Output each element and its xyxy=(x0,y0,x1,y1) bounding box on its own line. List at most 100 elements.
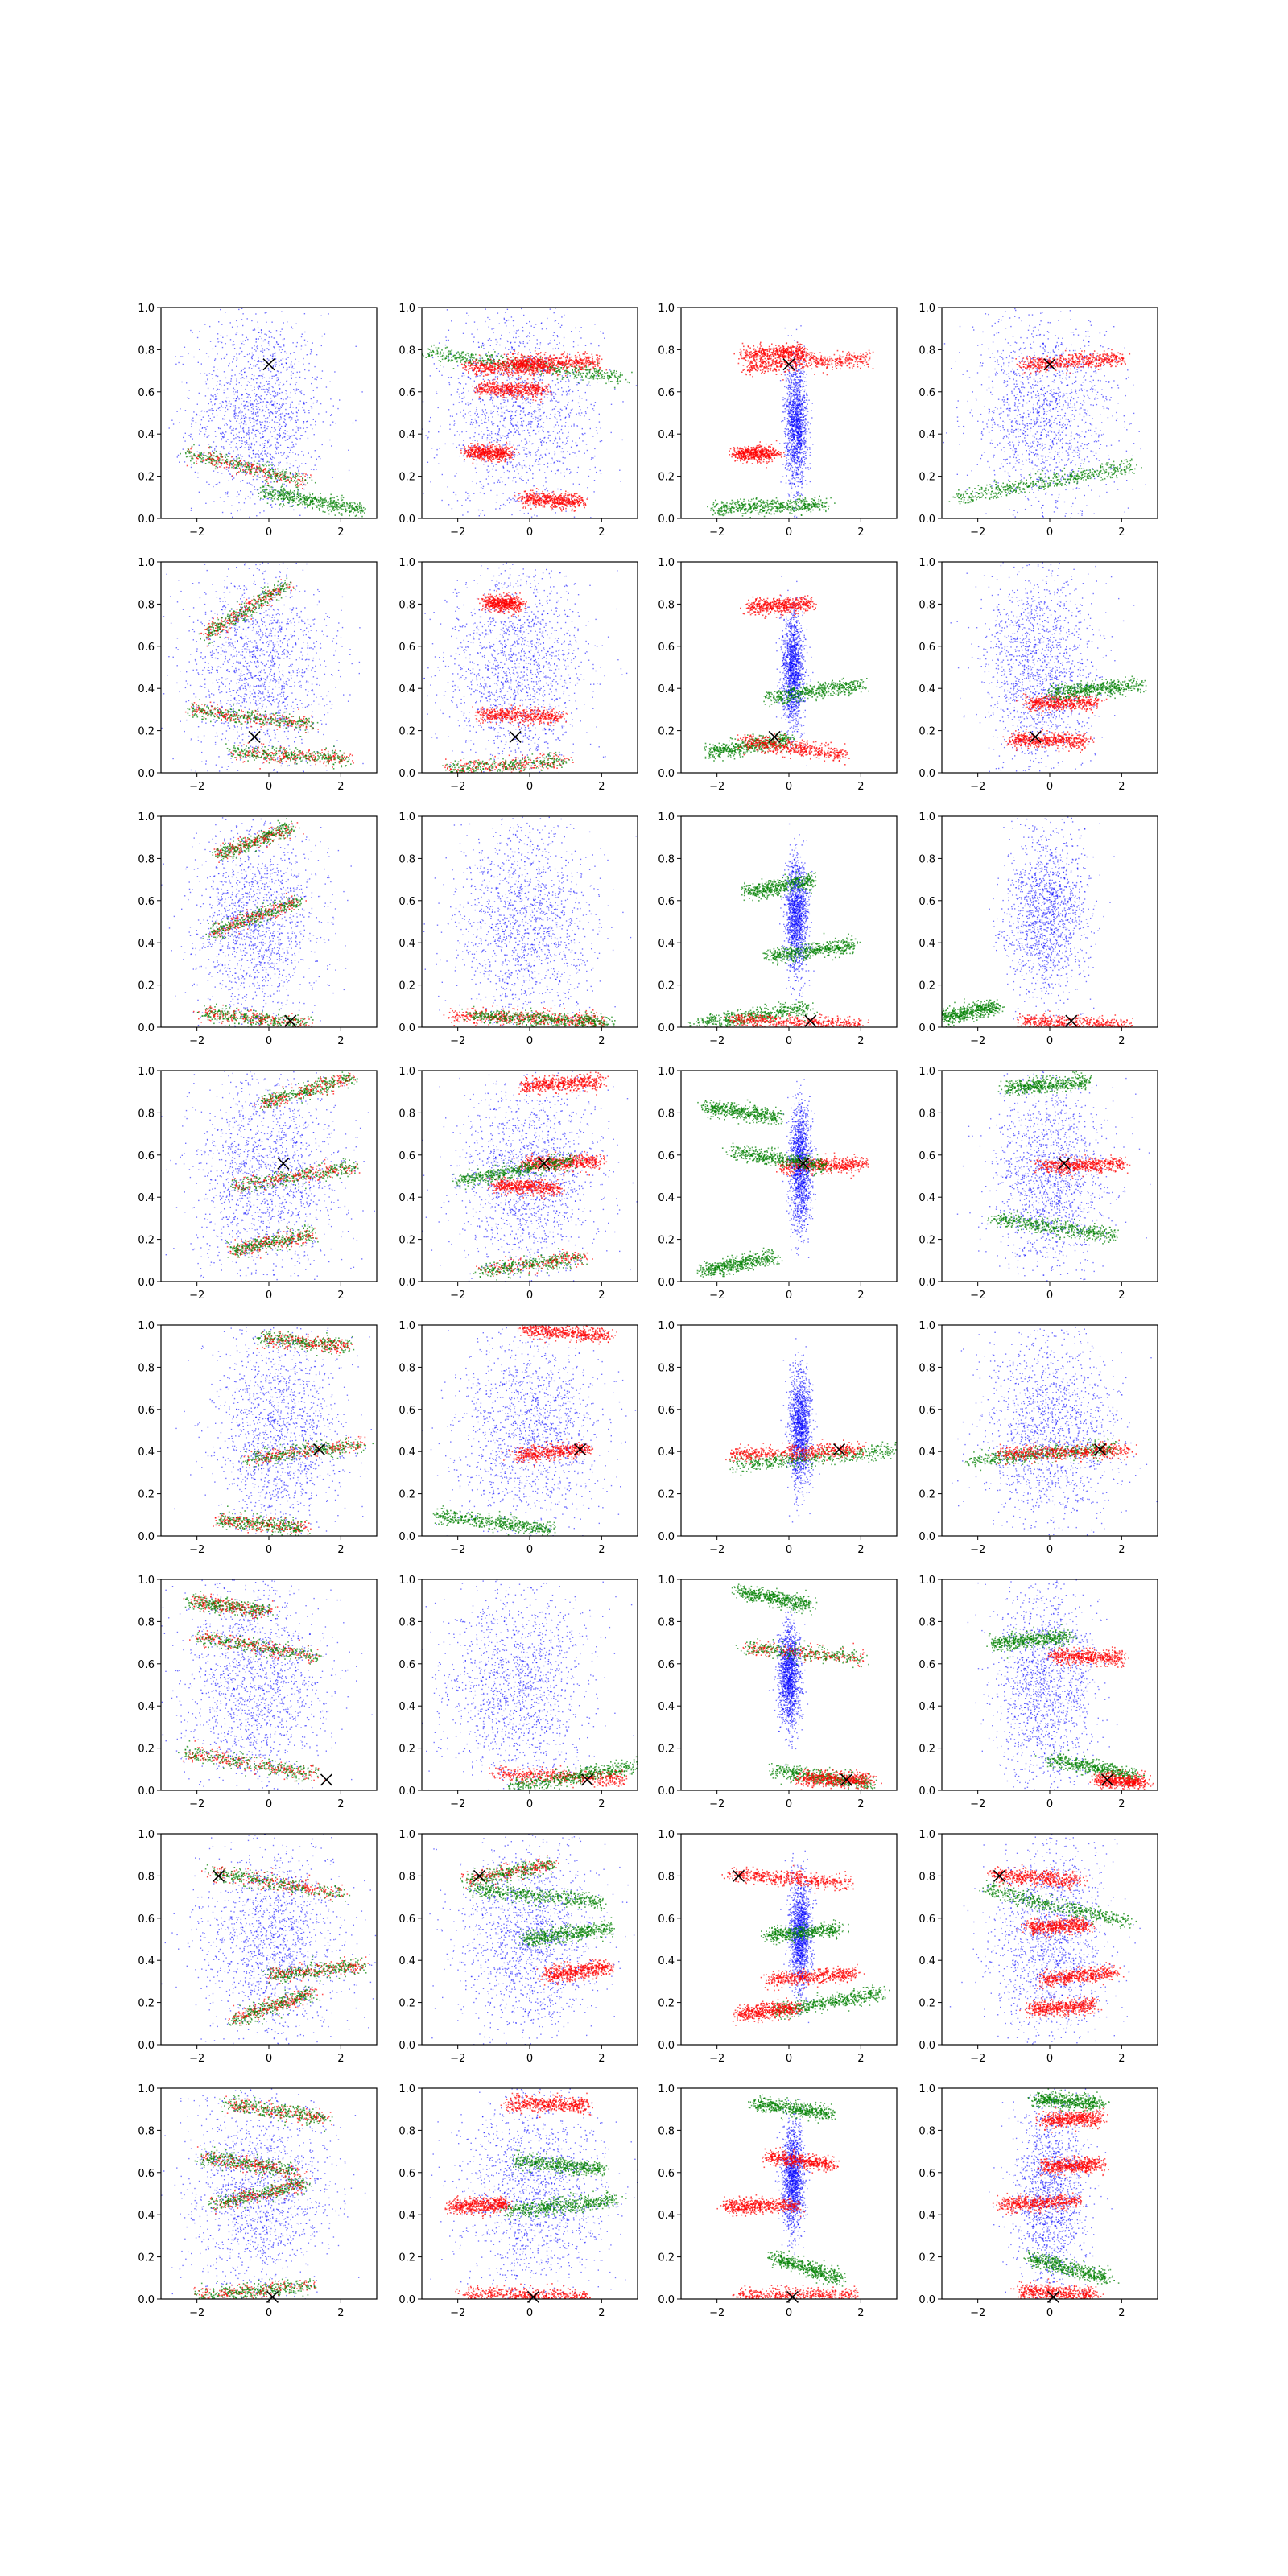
x-tick-label: −2 xyxy=(189,2053,204,2065)
x-tick-label: −2 xyxy=(709,1035,724,1047)
y-tick-label: 0.6 xyxy=(658,1405,675,1417)
y-tick-label: 0.8 xyxy=(138,1362,155,1374)
x-tick-label: 0 xyxy=(1046,1798,1053,1810)
y-tick-label: 0.4 xyxy=(658,938,675,950)
y-tick-label: 0.0 xyxy=(398,1022,415,1034)
y-tick-label: 0.6 xyxy=(138,1150,155,1162)
y-tick-label: 0.2 xyxy=(398,472,415,484)
y-tick-label: 0.8 xyxy=(919,599,935,611)
y-tick-label: 0.8 xyxy=(398,1871,415,1883)
y-tick-label: 0.6 xyxy=(658,387,675,399)
y-tick-label: 0.6 xyxy=(138,387,155,399)
x-tick-label: 2 xyxy=(598,1035,605,1047)
y-tick-label: 0.2 xyxy=(398,1744,415,1756)
x-tick-label: 2 xyxy=(857,1290,864,1302)
y-tick-label: 0.2 xyxy=(398,1489,415,1501)
y-tick-label: 0.0 xyxy=(398,2040,415,2052)
y-tick-label: 0.4 xyxy=(138,938,155,950)
x-tick-label: 0 xyxy=(786,2307,792,2319)
y-tick-label: 0.2 xyxy=(398,1235,415,1247)
x-tick-label: 2 xyxy=(598,1798,605,1810)
y-tick-label: 1.0 xyxy=(919,1320,935,1332)
y-tick-label: 0.0 xyxy=(138,1531,155,1543)
x-tick-label: 0 xyxy=(786,1035,792,1047)
x-tick-label: −2 xyxy=(189,1544,204,1556)
x-tick-label: 2 xyxy=(857,526,864,539)
y-tick-label: 0.2 xyxy=(138,980,155,993)
y-tick-label: 0.4 xyxy=(138,2210,155,2222)
y-tick-label: 0.4 xyxy=(919,683,935,696)
y-tick-label: 0.8 xyxy=(398,345,415,357)
y-tick-label: 0.0 xyxy=(138,1277,155,1289)
y-tick-label: 0.4 xyxy=(919,938,935,950)
y-tick-label: 0.2 xyxy=(398,2252,415,2264)
y-tick-label: 0.6 xyxy=(398,642,415,654)
x-tick-label: 0 xyxy=(786,1544,792,1556)
y-tick-label: 0.8 xyxy=(138,1108,155,1120)
y-tick-label: 0.8 xyxy=(398,2125,415,2137)
x-tick-label: 0 xyxy=(526,1544,533,1556)
x-tick-label: 2 xyxy=(337,1290,344,1302)
y-tick-label: 0.4 xyxy=(138,429,155,441)
y-tick-label: 0.6 xyxy=(398,387,415,399)
y-tick-label: 0.8 xyxy=(658,853,675,865)
y-tick-label: 0.2 xyxy=(658,472,675,484)
x-tick-label: 0 xyxy=(526,1798,533,1810)
y-tick-label: 0.4 xyxy=(138,1955,155,1967)
y-tick-label: 0.8 xyxy=(138,1871,155,1883)
x-tick-label: −2 xyxy=(189,2307,204,2319)
x-tick-label: −2 xyxy=(970,1035,985,1047)
y-tick-label: 0.2 xyxy=(398,726,415,738)
y-tick-label: 0.4 xyxy=(658,1955,675,1967)
y-tick-label: 0.6 xyxy=(919,1405,935,1417)
x-tick-label: 2 xyxy=(1118,1544,1125,1556)
y-tick-label: 0.8 xyxy=(919,853,935,865)
y-tick-label: 1.0 xyxy=(658,1829,675,1841)
y-tick-label: 0.6 xyxy=(138,1405,155,1417)
y-tick-label: 0.6 xyxy=(398,2168,415,2180)
y-tick-label: 1.0 xyxy=(658,1575,675,1587)
y-tick-label: 1.0 xyxy=(919,811,935,824)
y-tick-label: 0.4 xyxy=(658,1447,675,1459)
y-tick-label: 0.4 xyxy=(398,938,415,950)
y-tick-label: 0.2 xyxy=(658,980,675,993)
y-tick-label: 1.0 xyxy=(398,1575,415,1587)
y-tick-label: 0.0 xyxy=(919,1022,935,1034)
y-tick-label: 0.4 xyxy=(398,1192,415,1204)
y-tick-label: 0.0 xyxy=(658,2040,675,2052)
y-tick-label: 0.4 xyxy=(658,1192,675,1204)
y-tick-label: 0.2 xyxy=(919,2252,935,2264)
y-tick-label: 0.6 xyxy=(919,642,935,654)
y-tick-label: 0.2 xyxy=(658,2252,675,2264)
y-tick-label: 0.8 xyxy=(138,345,155,357)
y-tick-label: 0.4 xyxy=(919,1955,935,1967)
y-tick-label: 0.4 xyxy=(398,1701,415,1713)
y-tick-label: 0.6 xyxy=(658,1659,675,1671)
x-tick-label: −2 xyxy=(450,2307,465,2319)
x-tick-label: 2 xyxy=(337,2053,344,2065)
x-tick-label: 0 xyxy=(1046,2307,1053,2319)
y-tick-label: 0.0 xyxy=(138,1022,155,1034)
y-tick-label: 0.6 xyxy=(919,1659,935,1671)
y-tick-label: 1.0 xyxy=(398,1320,415,1332)
y-tick-label: 0.4 xyxy=(398,1955,415,1967)
y-tick-label: 0.8 xyxy=(398,853,415,865)
y-tick-label: 1.0 xyxy=(138,1066,155,1078)
y-tick-label: 1.0 xyxy=(919,303,935,315)
y-tick-label: 0.4 xyxy=(398,2210,415,2222)
y-tick-label: 0.0 xyxy=(658,1785,675,1798)
y-tick-label: 1.0 xyxy=(138,557,155,569)
y-tick-label: 0.0 xyxy=(398,1785,415,1798)
y-tick-label: 1.0 xyxy=(138,811,155,824)
x-tick-label: 0 xyxy=(266,1798,272,1810)
y-tick-label: 0.8 xyxy=(138,1616,155,1629)
y-tick-label: 0.4 xyxy=(138,1447,155,1459)
y-tick-label: 0.0 xyxy=(138,514,155,526)
y-tick-label: 0.8 xyxy=(919,345,935,357)
x-tick-label: −2 xyxy=(970,2053,985,2065)
x-tick-label: −2 xyxy=(709,2307,724,2319)
x-tick-label: 2 xyxy=(1118,1798,1125,1810)
y-tick-label: 0.2 xyxy=(919,980,935,993)
y-tick-label: 0.0 xyxy=(398,2294,415,2306)
